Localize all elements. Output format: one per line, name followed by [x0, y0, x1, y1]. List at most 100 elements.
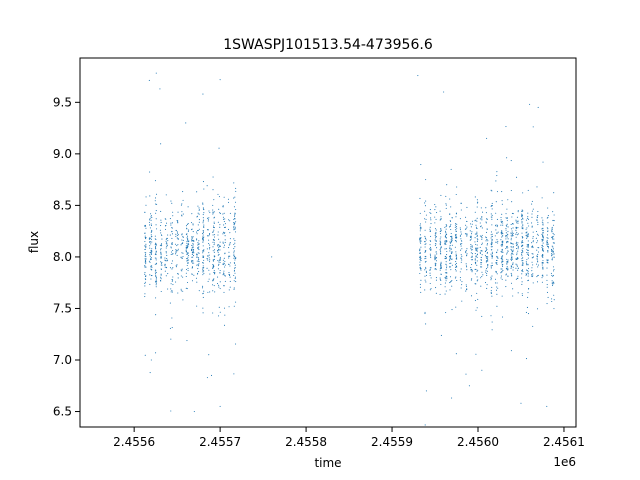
data-point: [150, 256, 152, 259]
data-point: [212, 264, 214, 266]
data-point: [228, 289, 230, 291]
data-point: [536, 258, 539, 260]
data-point: [460, 257, 462, 259]
data-point: [536, 263, 538, 265]
data-point: [521, 227, 523, 229]
data-point: [527, 249, 529, 251]
data-point: [425, 270, 427, 272]
data-point: [506, 240, 508, 242]
data-point: [532, 264, 534, 266]
data-point: [235, 221, 237, 223]
data-point: [505, 236, 507, 238]
data-point: [223, 246, 225, 248]
data-point: [505, 227, 507, 229]
data-point: [192, 245, 194, 247]
data-point: [161, 245, 163, 247]
data-point: [435, 277, 437, 279]
data-point: [171, 291, 173, 293]
data-point: [491, 329, 493, 331]
data-point: [425, 179, 427, 181]
data-point: [150, 219, 152, 221]
data-point: [455, 306, 457, 308]
data-point: [234, 217, 236, 219]
data-point: [424, 258, 426, 260]
data-point: [455, 235, 457, 237]
data-point: [234, 277, 236, 280]
data-point: [145, 266, 147, 268]
data-point: [197, 268, 199, 270]
data-point: [155, 251, 157, 253]
data-point: [500, 221, 502, 223]
data-point: [444, 286, 446, 288]
data-point: [461, 281, 463, 283]
data-point: [536, 233, 538, 235]
data-point: [224, 241, 226, 243]
data-point: [486, 272, 488, 275]
data-point: [169, 267, 171, 269]
data-point: [501, 236, 503, 238]
data-point: [515, 242, 517, 244]
data-point: [197, 247, 199, 249]
data-point: [196, 215, 199, 217]
data-point: [455, 241, 457, 243]
data-point: [547, 207, 549, 209]
data-point: [507, 267, 509, 269]
data-point: [233, 255, 235, 257]
data-point: [521, 294, 523, 297]
data-point: [170, 247, 172, 249]
data-point: [172, 276, 174, 278]
data-point: [516, 252, 518, 254]
data-point: [425, 257, 427, 259]
data-point: [471, 223, 473, 225]
data-point: [501, 241, 503, 243]
data-point: [430, 217, 432, 219]
data-point: [491, 252, 493, 255]
data-point: [552, 211, 554, 213]
data-point: [485, 257, 488, 259]
data-point: [435, 292, 437, 294]
data-point: [429, 228, 431, 230]
data-point: [455, 276, 457, 278]
data-point: [185, 272, 187, 274]
data-point: [474, 237, 476, 239]
data-point: [454, 269, 457, 271]
data-point: [181, 257, 183, 259]
data-point: [222, 233, 224, 235]
data-point: [547, 259, 549, 261]
data-point: [531, 270, 533, 272]
data-point: [546, 274, 548, 276]
data-point: [491, 262, 493, 264]
data-point: [233, 250, 235, 252]
data-point: [553, 299, 555, 301]
data-point: [435, 256, 438, 259]
y-tick-label: 7.5: [53, 301, 72, 315]
data-point: [429, 272, 431, 274]
data-point: [501, 213, 503, 215]
data-point: [439, 244, 441, 246]
data-point: [419, 224, 421, 226]
data-point: [542, 222, 544, 224]
data-point: [144, 272, 146, 274]
data-point: [160, 278, 162, 280]
data-point: [430, 219, 432, 221]
data-point: [506, 266, 508, 268]
data-point: [170, 200, 172, 202]
data-point: [526, 264, 528, 266]
data-point: [525, 219, 527, 221]
data-point: [203, 212, 205, 214]
data-point: [440, 228, 442, 230]
data-point: [510, 254, 512, 256]
data-point: [166, 242, 168, 244]
data-point: [516, 264, 518, 266]
data-point: [496, 191, 499, 193]
data-point: [160, 224, 162, 227]
data-point: [436, 211, 438, 214]
data-point: [218, 196, 221, 198]
data-point: [537, 264, 539, 266]
data-point: [487, 266, 489, 268]
data-point: [148, 79, 150, 82]
data-point: [490, 278, 492, 280]
data-point: [541, 277, 543, 279]
data-point: [197, 257, 199, 259]
data-point: [222, 274, 224, 276]
